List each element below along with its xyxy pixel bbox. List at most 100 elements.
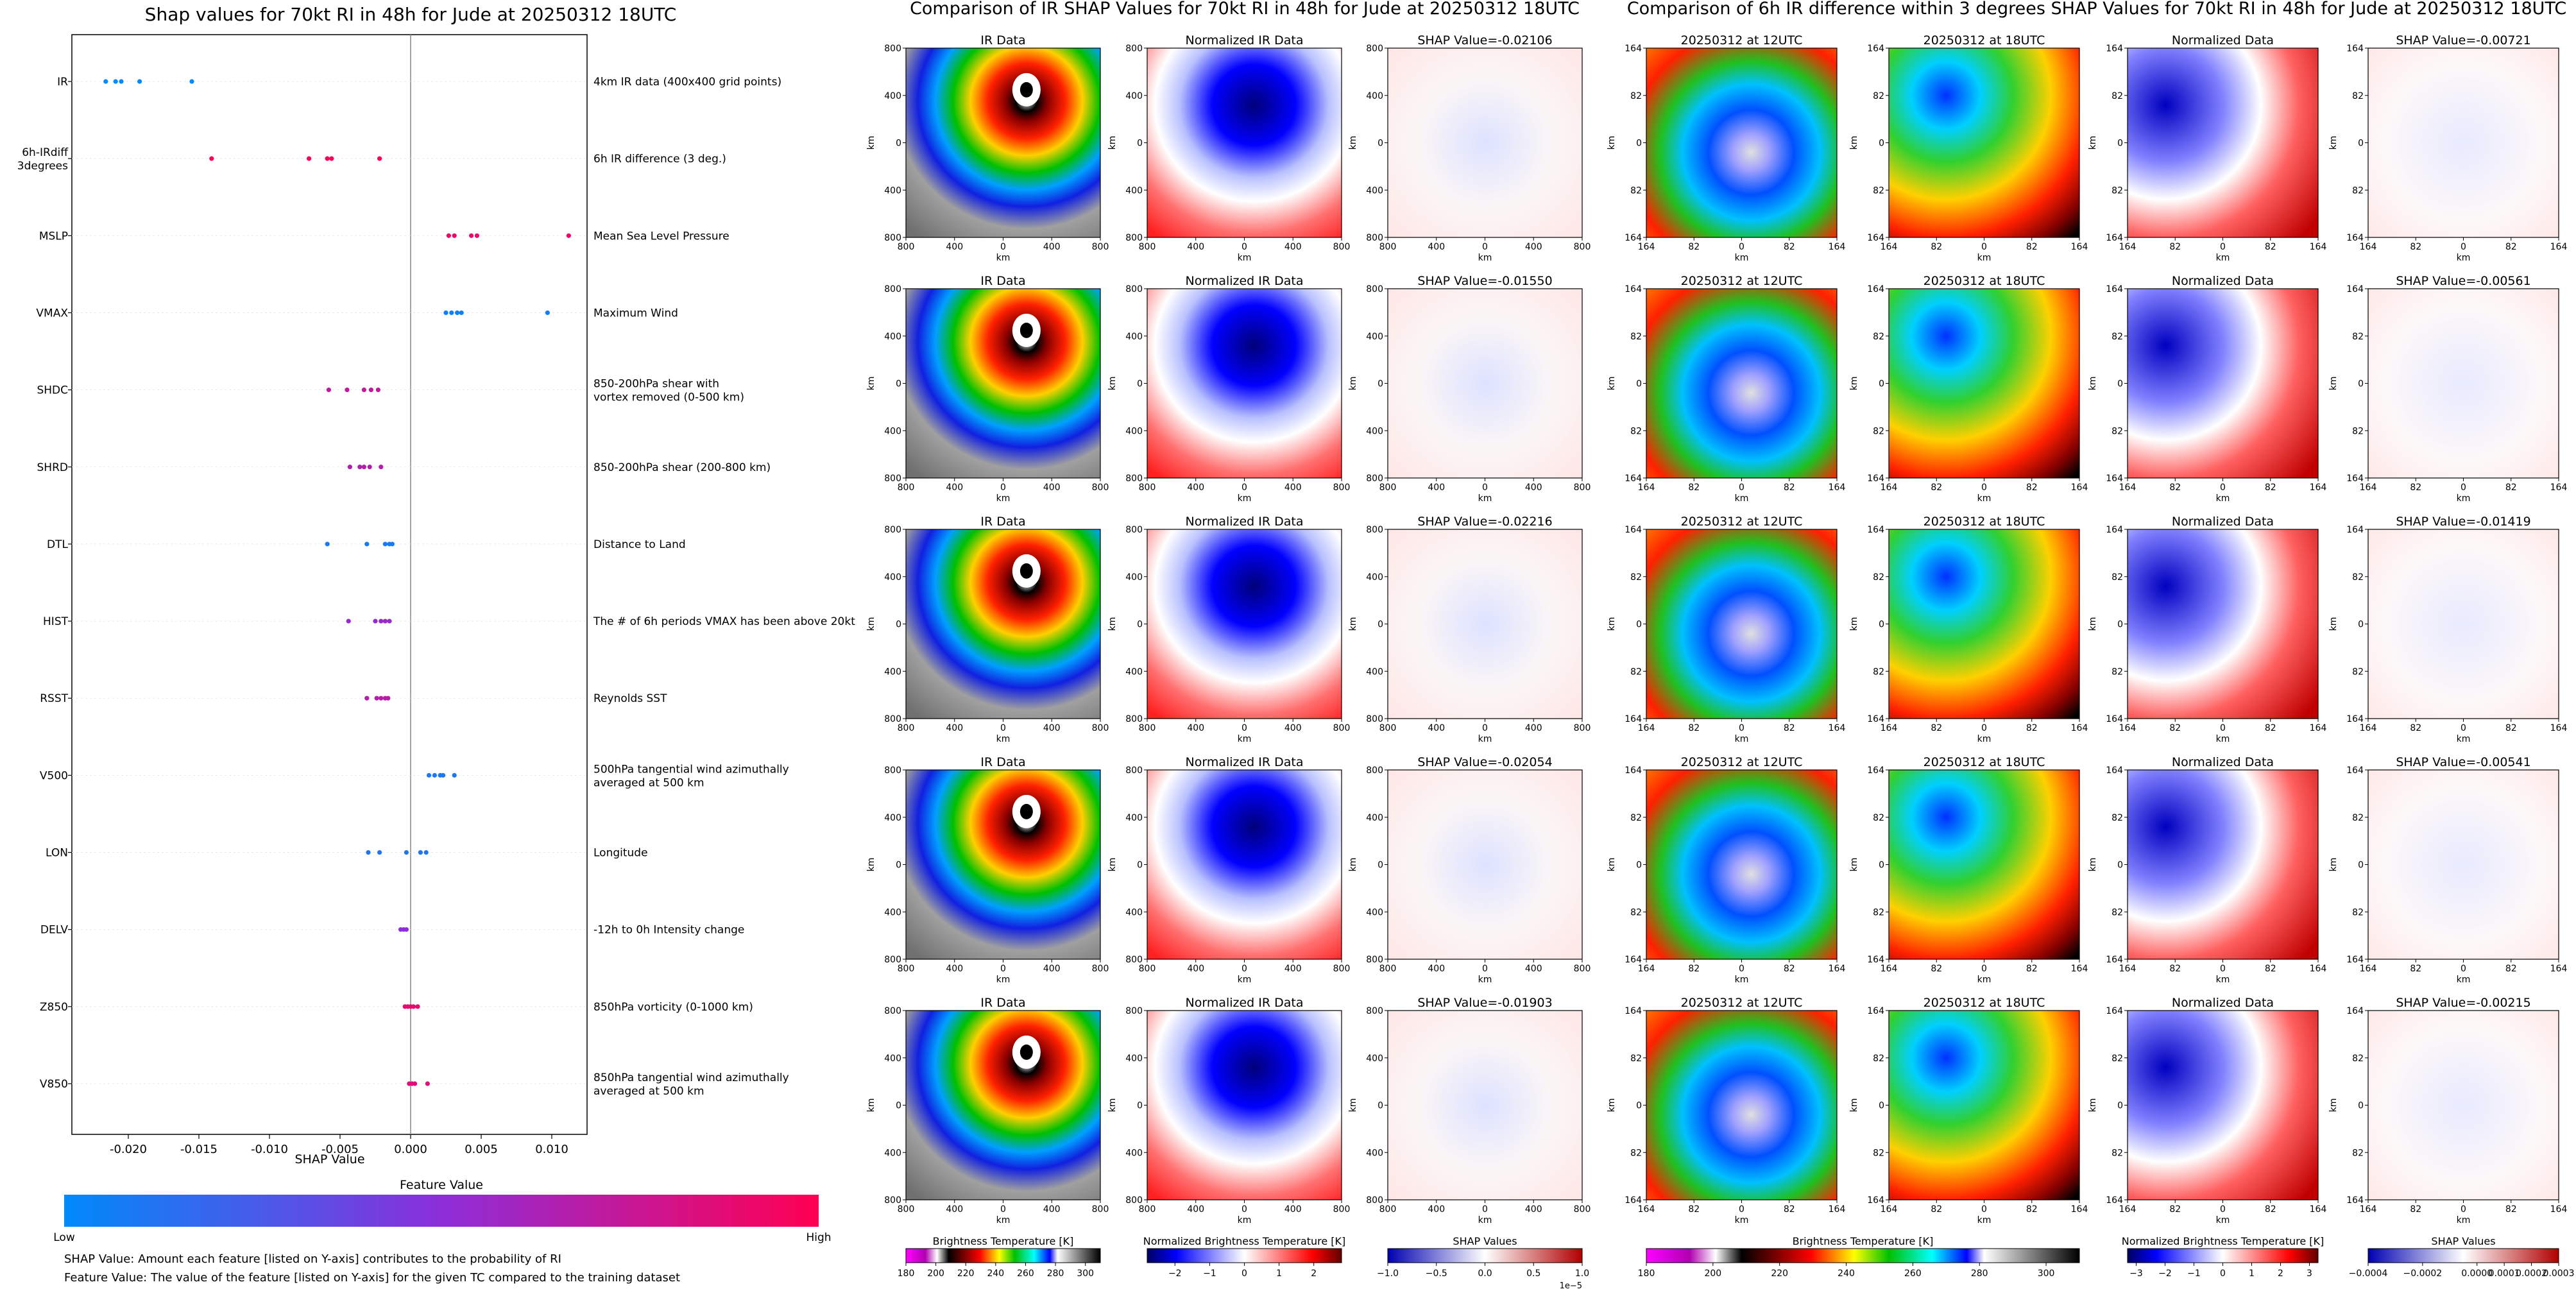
panel-x-tick-label: 164 <box>1638 242 1655 252</box>
panel-x-tick-label: 164 <box>2550 1204 2568 1215</box>
colorbar: SHAP Values−0.0004 −0.0002 0.00000.00010.0… <box>2349 1235 2575 1279</box>
shap-point <box>366 849 371 855</box>
panel-y-tick-label: 82 <box>2111 332 2123 342</box>
panel-y-tick-label: 164 <box>2346 955 2364 965</box>
panel-x-tick-label: 0 <box>2461 242 2466 252</box>
heatmap-image <box>1388 529 1582 719</box>
panel-xlabel: km <box>1238 1215 1252 1225</box>
panel-x-tick-label: 0 <box>1000 1204 1006 1215</box>
panel-xlabel: km <box>996 493 1011 504</box>
colorbar-tick-label: −1 <box>2187 1268 2201 1279</box>
panel-y-tick-label: 82 <box>1873 185 1884 196</box>
colorbar-bar <box>1387 1248 1583 1263</box>
panel-ylabel: km <box>1607 377 1617 391</box>
panel-y-tick-label: 800 <box>1366 714 1383 724</box>
panel-title: SHAP Value=-0.01903 <box>1417 996 1552 1010</box>
panel-x-tick-label: 164 <box>1829 482 1846 493</box>
panel-x-tick-label: 164 <box>2071 482 2088 493</box>
panel-x-tick-label: 800 <box>1139 242 1156 252</box>
shap-point <box>425 1081 431 1086</box>
panel-y-tick-label: 0 <box>1378 860 1383 871</box>
panel-x-tick-label: 164 <box>1881 1204 1898 1215</box>
panel-x-tick-label: 164 <box>2550 723 2568 733</box>
colorbar-tick-label: 0.0001 <box>2489 1268 2520 1279</box>
shap-point <box>307 156 312 161</box>
shap-point <box>452 773 457 778</box>
panel-y-tick-label: 82 <box>2352 1054 2364 1064</box>
feature-name-label: Z850 <box>40 1001 68 1014</box>
panel-y-tick-label: 800 <box>1125 525 1143 535</box>
panel-title: 20250312 at 12UTC <box>1681 755 1803 769</box>
panel-x-tick-label: 0 <box>2461 482 2466 493</box>
panel-y-tick-label: 164 <box>2106 955 2123 965</box>
shap-point <box>368 388 374 393</box>
feature-description-label: Maximum Wind <box>593 307 678 320</box>
panel-y-tick-label: 82 <box>1873 1054 1884 1064</box>
panel-y-tick-label: 800 <box>1366 765 1383 776</box>
colorbar-tick-label: −0.0004 <box>2349 1268 2388 1279</box>
colorbar-tick-label: −2 <box>2158 1268 2172 1279</box>
panel-ylabel: km <box>866 136 876 150</box>
panel-x-tick-label: 400 <box>1525 482 1542 493</box>
panel-x-tick-label: 82 <box>2026 242 2038 252</box>
panel-y-tick-label: 800 <box>1125 714 1143 724</box>
panel-y-tick-label: 800 <box>1125 1006 1143 1016</box>
panel-title: SHAP Value=-0.00541 <box>2396 755 2530 769</box>
panel-y-tick-label: 82 <box>2352 572 2364 583</box>
summary-plot: -0.020 -0.015 -0.010 -0.005 0.000 0.005 0.010 I… <box>17 34 855 1156</box>
panel-xlabel: km <box>1478 1215 1492 1225</box>
panel-x-tick-label: 82 <box>2026 964 2038 974</box>
panel-xlabel: km <box>996 975 1011 985</box>
panel-x-tick-label: 82 <box>2169 1204 2181 1215</box>
heatmap-image <box>1646 529 1837 719</box>
shap-point <box>449 310 454 316</box>
panel-y-tick-label: 400 <box>1125 1054 1143 1064</box>
feature-name-label: VMAX <box>36 307 68 320</box>
panel-y-tick-label: 800 <box>1125 1195 1143 1206</box>
colorbar-tick-label: 1 <box>2249 1268 2255 1279</box>
panel-x-tick-label: 164 <box>2550 242 2568 252</box>
panel-y-tick-label: 400 <box>884 426 901 436</box>
panel-y-tick-label: 82 <box>1873 426 1884 436</box>
panel-x-tick-label: 800 <box>1574 242 1591 252</box>
panel-y-tick-label: 0 <box>2358 1101 2364 1111</box>
panel-x-tick-label: 800 <box>1333 1204 1351 1215</box>
panel-x-tick-label: 82 <box>1931 242 1942 252</box>
colorbar-tick-label: 240 <box>1838 1268 1855 1279</box>
panel-y-tick-label: 400 <box>884 185 901 196</box>
panel-y-tick-label: 82 <box>2111 813 2123 823</box>
heatmap-colorbars: Brightness Temperature [K]180 200 220 240 26… <box>898 1235 2575 1289</box>
panel-y-tick-label: 0 <box>1879 620 1884 630</box>
panel-x-tick-label: 800 <box>1139 482 1156 493</box>
panel-y-tick-label: 164 <box>2106 284 2123 295</box>
panel-x-tick-label: 82 <box>1784 482 1795 493</box>
panel-y-tick-label: 82 <box>1630 1054 1642 1064</box>
panel-ylabel: km <box>1849 377 1859 391</box>
panel-y-tick-label: 400 <box>1125 91 1143 101</box>
panel-x-tick-label: 164 <box>2071 242 2088 252</box>
panel-y-tick-label: 82 <box>1873 667 1884 677</box>
colorbar-bar <box>1147 1248 1342 1263</box>
colorbar-tick-label: 0 <box>2220 1268 2226 1279</box>
panel-y-tick-label: 82 <box>1873 91 1884 101</box>
panel-x-tick-label: 800 <box>1574 723 1591 733</box>
colorbar-tick-label: 220 <box>957 1268 975 1279</box>
panel-y-tick-label: 82 <box>1630 91 1642 101</box>
panel-x-tick-label: 164 <box>2071 723 2088 733</box>
panel-y-tick-label: 82 <box>1630 1148 1642 1158</box>
panel-ylabel: km <box>1849 617 1859 631</box>
panel-x-tick-label: 164 <box>2119 1204 2137 1215</box>
panel-y-tick-label: 82 <box>2352 907 2364 918</box>
panel-x-tick-label: 0 <box>2220 964 2226 974</box>
panel-y-tick-label: 0 <box>896 379 901 389</box>
panel-x-tick-label: 400 <box>1428 482 1445 493</box>
panel-xlabel: km <box>2216 975 2230 985</box>
panel-y-tick-label: 164 <box>1867 1195 1884 1206</box>
panel-ylabel: km <box>866 1098 876 1113</box>
shap-point <box>364 696 370 701</box>
panel-y-tick-label: 400 <box>1125 667 1143 677</box>
